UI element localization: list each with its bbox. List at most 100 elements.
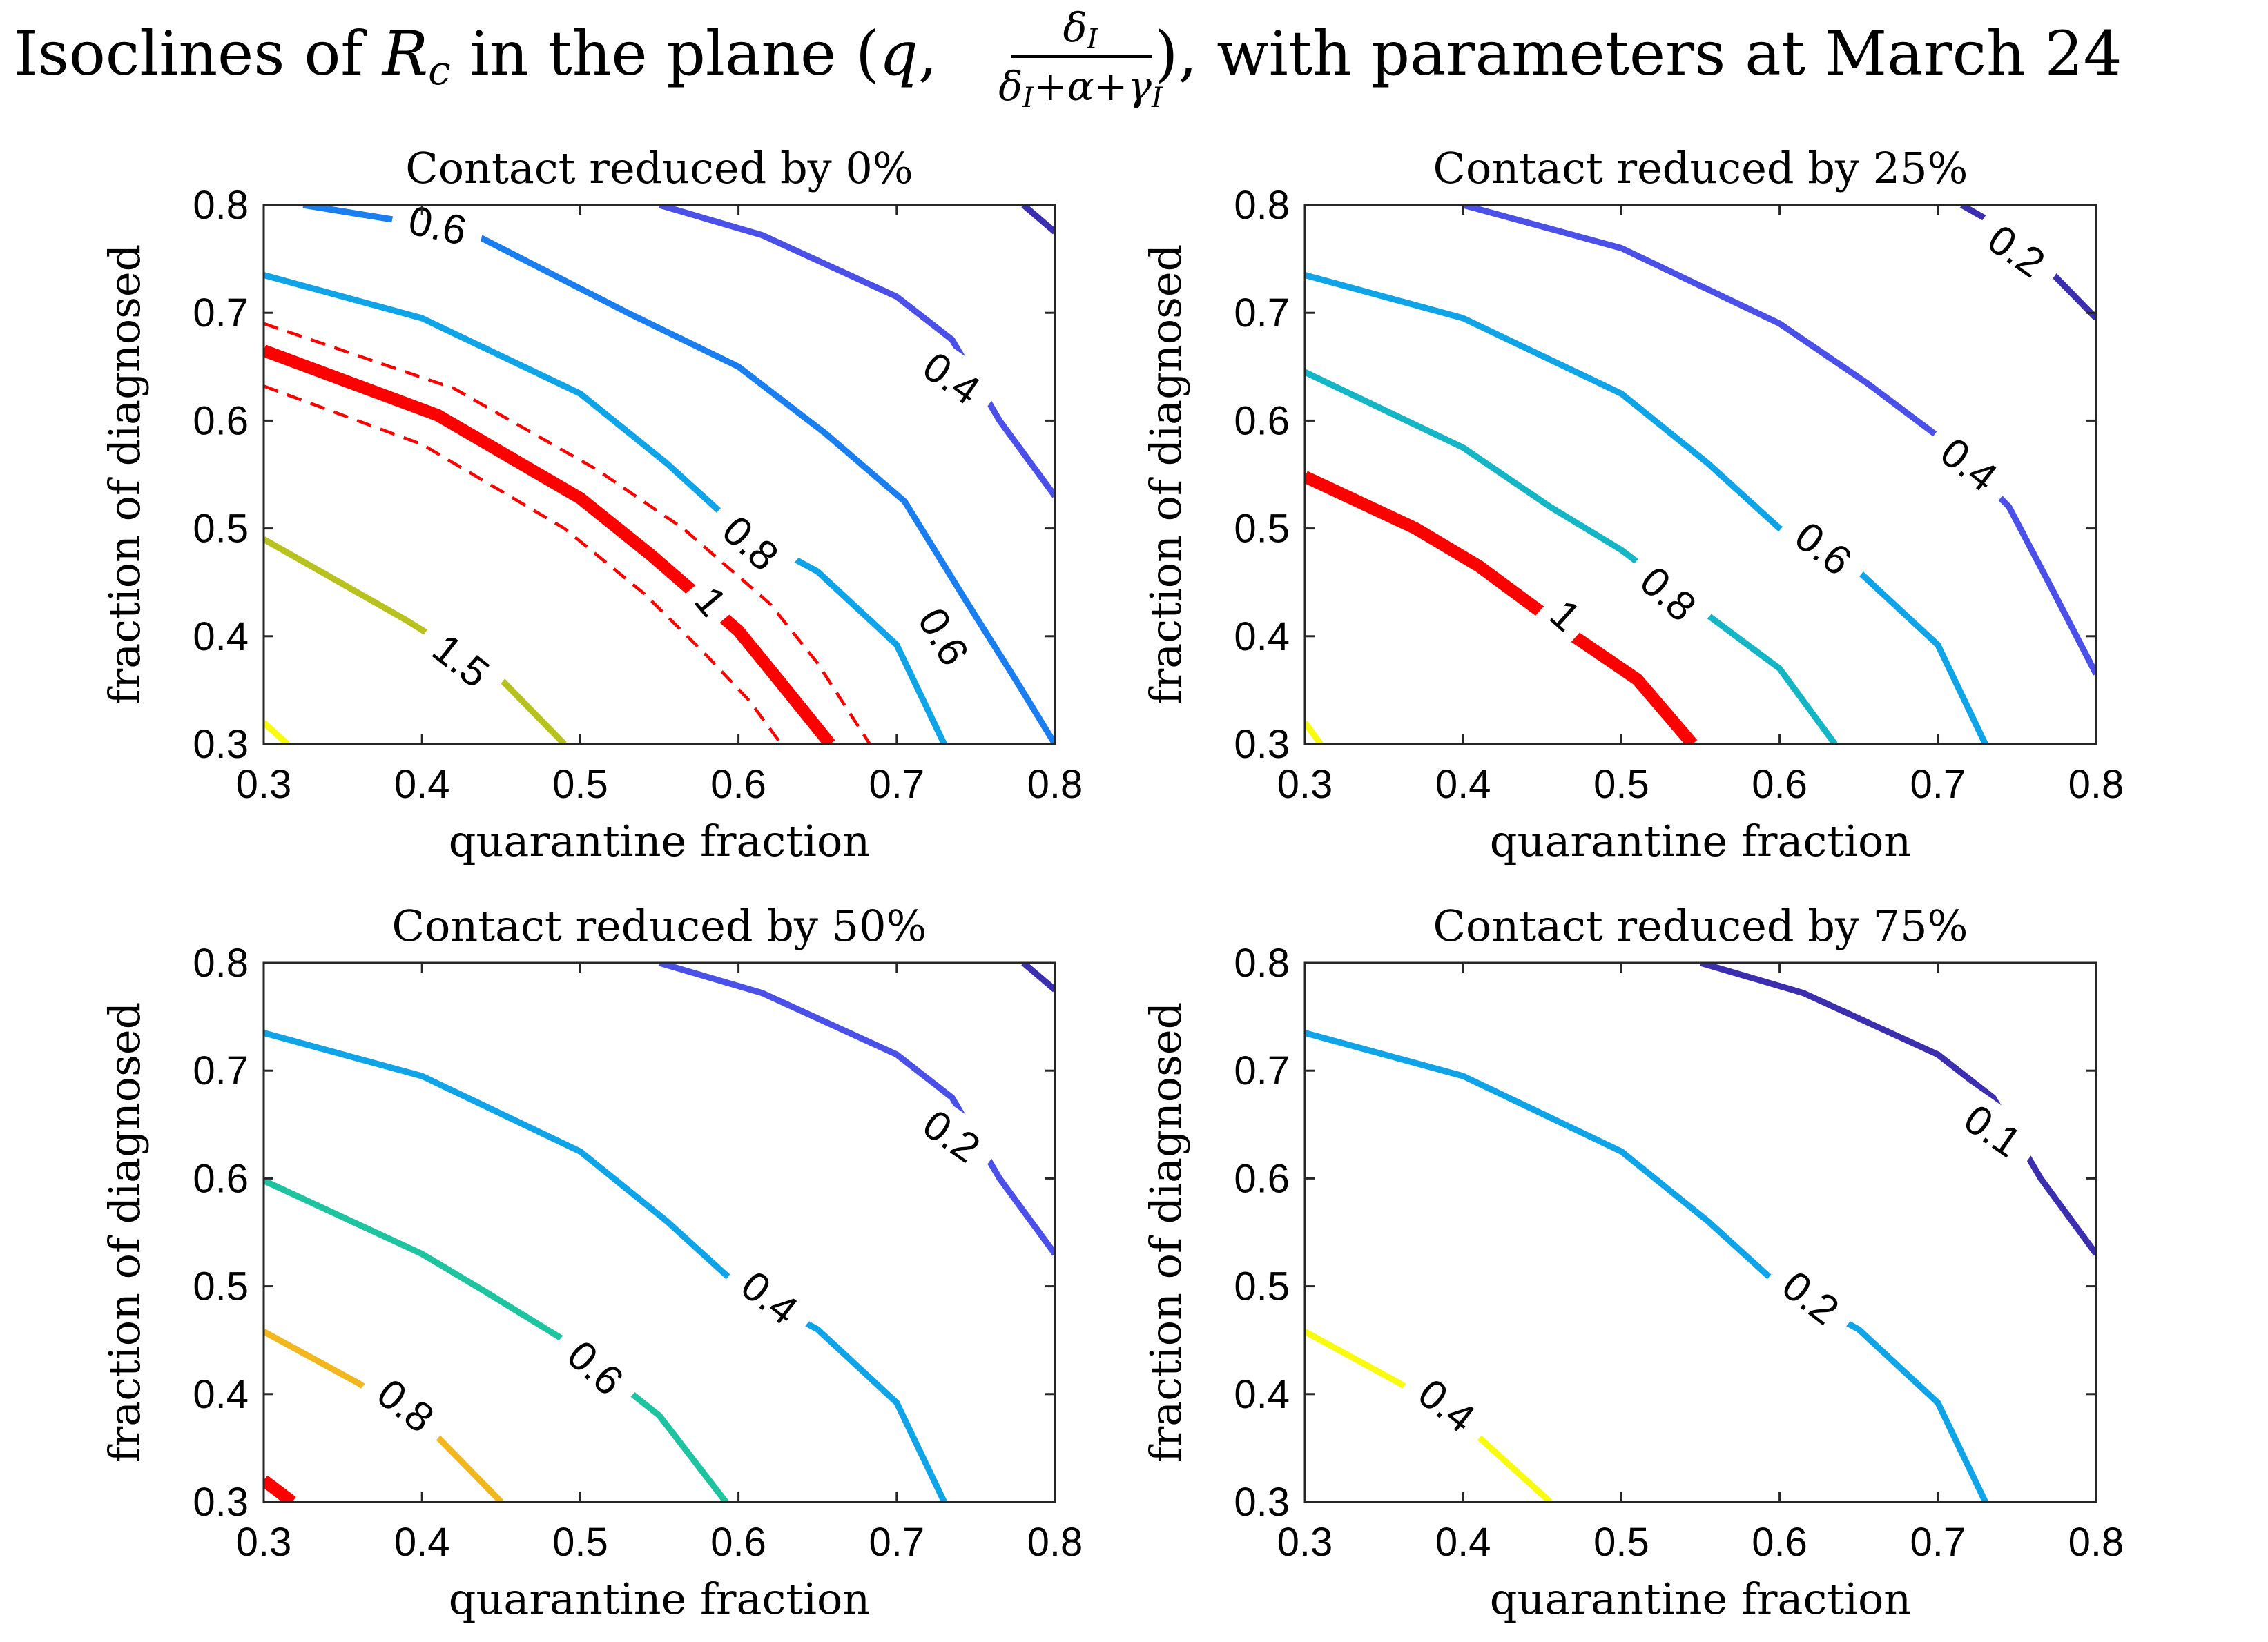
y-tick-label: 0.8 <box>193 941 249 986</box>
x-tick-label: 0.7 <box>869 762 924 807</box>
y-tick-label: 0.4 <box>193 1372 249 1417</box>
x-tick-label: 0.4 <box>394 1520 450 1565</box>
subplot-2: Contact reduced by 25%1 0.80.60.40.20.3 0.… <box>1141 143 2124 866</box>
contour-line-1 <box>1305 471 1698 744</box>
y-tick-label: 0.6 <box>193 398 249 443</box>
subplot-3: Contact reduced by 50%0.80.60.40.20.3 0.4… <box>99 901 1083 1624</box>
x-tick-label: 0.5 <box>1593 762 1649 807</box>
x-tick-label: 0.8 <box>1027 762 1083 807</box>
y-tick-label: 0.5 <box>193 1264 249 1309</box>
ticks: 0.3 0.4 0.5 0.6 0.7 0.8 0.3 0.4 0.5 0.6 0.7 0.8 <box>193 941 1083 1565</box>
y-tick-label: 0.7 <box>1234 1048 1290 1093</box>
x-tick-label: 0.6 <box>710 1520 766 1565</box>
x-tick-label: 0.8 <box>1027 1520 1083 1565</box>
contour-label-bg <box>1941 1083 2045 1177</box>
contour-label-bg <box>900 584 989 688</box>
title-mid: in the plane ( <box>451 18 880 89</box>
y-axis-label: fraction of diagnosed <box>1141 1002 1191 1463</box>
contour-line-0.4 <box>658 205 1055 498</box>
x-tick-label: 0.6 <box>1752 762 1807 807</box>
frac-num-sub: I <box>1087 23 1099 55</box>
contour-label-bg <box>388 190 488 259</box>
x-tick-label: 0.5 <box>552 1520 608 1565</box>
contour-line-0.6 <box>1305 272 1988 744</box>
title-symbol-sub: c <box>428 47 450 94</box>
frac-den-sub2: I <box>1151 82 1163 114</box>
x-tick-label: 0.7 <box>1910 762 1966 807</box>
x-tick-label: 0.3 <box>236 1520 292 1565</box>
fraction-numerator: δI <box>1063 4 1099 55</box>
y-tick-label: 0.4 <box>1234 1372 1290 1417</box>
contour-label-bg <box>1760 1249 1863 1345</box>
contour-line-1-upper <box>264 322 871 744</box>
contour-label: 0.6 <box>388 190 488 259</box>
y-tick-label: 0.5 <box>193 507 249 551</box>
subplot-title: Contact reduced by 25% <box>1433 143 1968 193</box>
y-tick-label: 0.7 <box>193 1048 249 1093</box>
y-tick-label: 0.8 <box>1234 183 1290 228</box>
x-tick-label: 0.4 <box>1435 1520 1491 1565</box>
ticks: 0.3 0.4 0.5 0.6 0.7 0.8 0.3 0.4 0.5 0.6 0.7 0.8 <box>1234 183 2124 807</box>
title-suffix: ), with parameters at March 24 <box>1154 18 2122 89</box>
frac-den-rest: +α+γ <box>1034 63 1152 110</box>
contour-group <box>264 963 1055 1502</box>
figure-title: Isoclines of Rc in the plane (q, δI δI+α… <box>14 4 2122 114</box>
title-prefix: Isoclines of <box>14 18 382 89</box>
axes-box <box>262 961 1056 1503</box>
axes-box <box>1303 961 2097 1503</box>
subplot-title: Contact reduced by 0% <box>405 143 913 193</box>
contour-label-bg <box>900 331 1004 424</box>
frac-den-delta: δ <box>998 63 1022 110</box>
x-axis-label: quarantine fraction <box>449 816 870 866</box>
contour-label-bg <box>1965 204 2069 297</box>
y-tick-label: 0.5 <box>1234 507 1290 551</box>
x-tick-label: 0.5 <box>1593 1520 1649 1565</box>
subplot-1: Contact reduced by 0%1.510.80.60.60.40.3… <box>99 143 1083 866</box>
contour-line-1 <box>264 344 835 744</box>
contour-group <box>264 205 1055 744</box>
contour-line-0.4 <box>264 1030 947 1502</box>
y-tick-label: 0.6 <box>1234 398 1290 443</box>
axes-box <box>262 204 1056 745</box>
contour-line-0.6 <box>264 1177 728 1502</box>
x-tick-label: 0.7 <box>1910 1520 1966 1565</box>
contour-label-bg <box>1618 544 1720 643</box>
y-tick-label: 0.6 <box>193 1156 249 1201</box>
contour-line-1-lower <box>264 384 783 744</box>
contour-line-0.1 <box>1021 963 1055 993</box>
x-tick-label: 0.5 <box>552 762 608 807</box>
y-axis-label: fraction of diagnosed <box>1141 244 1191 705</box>
contour-line-0.8 <box>264 272 947 744</box>
x-axis-label: quarantine fraction <box>1490 1574 1911 1624</box>
contour-label-bg <box>700 493 802 592</box>
y-tick-label: 0.3 <box>193 1480 249 1525</box>
fraction-denominator: δI+α+γI <box>998 63 1163 114</box>
y-tick-label: 0.4 <box>193 614 249 659</box>
subplot-title: Contact reduced by 50% <box>392 901 927 951</box>
y-tick-label: 0.8 <box>1234 941 1290 986</box>
x-tick-label: 0.8 <box>2068 762 2124 807</box>
contour-line-0.1 <box>1699 963 2096 1256</box>
title-comma: , <box>918 18 938 89</box>
x-tick-label: 0.6 <box>710 762 766 807</box>
y-tick-label: 0.4 <box>1234 614 1290 659</box>
ticks: 0.3 0.4 0.5 0.6 0.7 0.8 0.3 0.4 0.5 0.6 0.7 0.8 <box>1234 941 2124 1565</box>
x-tick-label: 0.3 <box>236 762 292 807</box>
x-axis-label: quarantine fraction <box>449 1574 870 1624</box>
contour-label-bg <box>719 1249 822 1345</box>
figure-title-left: Isoclines of Rc in the plane (q, <box>14 18 938 94</box>
x-tick-label: 0.7 <box>869 1520 924 1565</box>
axes-box <box>1303 204 2097 745</box>
contour-line-0.8 <box>1305 369 1838 744</box>
contour-label-bg <box>410 612 513 708</box>
contour-label-bg <box>545 1318 647 1416</box>
contour-line-0.2 <box>658 963 1055 1256</box>
subplot-title: Contact reduced by 75% <box>1433 901 1968 951</box>
x-tick-label: 0.4 <box>1435 762 1491 807</box>
x-tick-label: 0.8 <box>2068 1520 2124 1565</box>
contour-label-bg <box>1396 1357 1499 1453</box>
contour-line-2 <box>264 720 290 744</box>
title-q: q <box>880 18 918 89</box>
contour-label-bg <box>1772 500 1875 596</box>
